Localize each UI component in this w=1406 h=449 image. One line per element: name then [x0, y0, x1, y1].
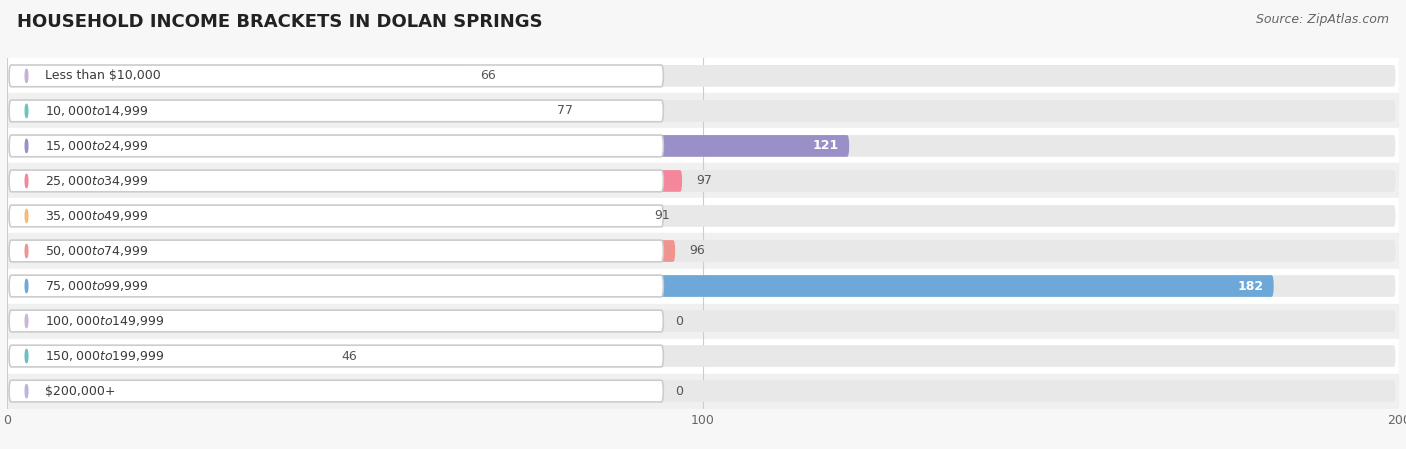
Bar: [7, 269, 1399, 304]
FancyBboxPatch shape: [10, 275, 1274, 297]
FancyBboxPatch shape: [10, 275, 1396, 297]
FancyBboxPatch shape: [10, 205, 640, 227]
Text: HOUSEHOLD INCOME BRACKETS IN DOLAN SPRINGS: HOUSEHOLD INCOME BRACKETS IN DOLAN SPRIN…: [17, 13, 543, 31]
Text: $150,000 to $199,999: $150,000 to $199,999: [45, 349, 165, 363]
Bar: [7, 163, 1399, 198]
FancyBboxPatch shape: [8, 275, 664, 297]
Text: 46: 46: [342, 350, 357, 362]
FancyBboxPatch shape: [10, 100, 543, 122]
FancyBboxPatch shape: [10, 345, 328, 367]
Text: Source: ZipAtlas.com: Source: ZipAtlas.com: [1256, 13, 1389, 26]
FancyBboxPatch shape: [10, 65, 467, 87]
Bar: [7, 304, 1399, 339]
Text: 77: 77: [557, 105, 572, 117]
Text: 97: 97: [696, 175, 711, 187]
Circle shape: [25, 349, 28, 363]
Bar: [7, 93, 1399, 128]
FancyBboxPatch shape: [8, 100, 664, 122]
Text: 121: 121: [813, 140, 839, 152]
Text: 91: 91: [654, 210, 671, 222]
FancyBboxPatch shape: [10, 205, 1396, 227]
Circle shape: [25, 69, 28, 83]
Text: $200,000+: $200,000+: [45, 385, 115, 397]
Bar: [7, 128, 1399, 163]
FancyBboxPatch shape: [10, 345, 1396, 367]
Text: 96: 96: [689, 245, 704, 257]
FancyBboxPatch shape: [8, 205, 664, 227]
Text: 66: 66: [481, 70, 496, 82]
Bar: [7, 339, 1399, 374]
Circle shape: [25, 174, 28, 188]
Circle shape: [25, 139, 28, 153]
Circle shape: [25, 244, 28, 258]
Bar: [7, 198, 1399, 233]
FancyBboxPatch shape: [10, 170, 1396, 192]
FancyBboxPatch shape: [10, 240, 675, 262]
FancyBboxPatch shape: [10, 170, 682, 192]
FancyBboxPatch shape: [10, 100, 1396, 122]
FancyBboxPatch shape: [8, 380, 664, 402]
Text: $75,000 to $99,999: $75,000 to $99,999: [45, 279, 149, 293]
FancyBboxPatch shape: [8, 170, 664, 192]
Text: 0: 0: [675, 385, 683, 397]
Bar: [7, 374, 1399, 409]
Circle shape: [25, 279, 28, 293]
FancyBboxPatch shape: [10, 135, 849, 157]
Circle shape: [25, 104, 28, 118]
FancyBboxPatch shape: [8, 240, 664, 262]
Text: 182: 182: [1237, 280, 1263, 292]
Text: $25,000 to $34,999: $25,000 to $34,999: [45, 174, 149, 188]
Text: $35,000 to $49,999: $35,000 to $49,999: [45, 209, 149, 223]
Circle shape: [25, 384, 28, 398]
FancyBboxPatch shape: [8, 135, 664, 157]
Circle shape: [25, 314, 28, 328]
FancyBboxPatch shape: [8, 345, 664, 367]
Bar: [7, 58, 1399, 93]
Text: Less than $10,000: Less than $10,000: [45, 70, 162, 82]
Circle shape: [25, 209, 28, 223]
Bar: [7, 233, 1399, 269]
FancyBboxPatch shape: [10, 310, 1396, 332]
Text: 0: 0: [675, 315, 683, 327]
Text: $50,000 to $74,999: $50,000 to $74,999: [45, 244, 149, 258]
FancyBboxPatch shape: [10, 65, 1396, 87]
FancyBboxPatch shape: [10, 135, 1396, 157]
FancyBboxPatch shape: [8, 310, 664, 332]
FancyBboxPatch shape: [8, 65, 664, 87]
Text: $10,000 to $14,999: $10,000 to $14,999: [45, 104, 149, 118]
FancyBboxPatch shape: [10, 380, 1396, 402]
Text: $15,000 to $24,999: $15,000 to $24,999: [45, 139, 149, 153]
Text: $100,000 to $149,999: $100,000 to $149,999: [45, 314, 165, 328]
FancyBboxPatch shape: [10, 240, 1396, 262]
